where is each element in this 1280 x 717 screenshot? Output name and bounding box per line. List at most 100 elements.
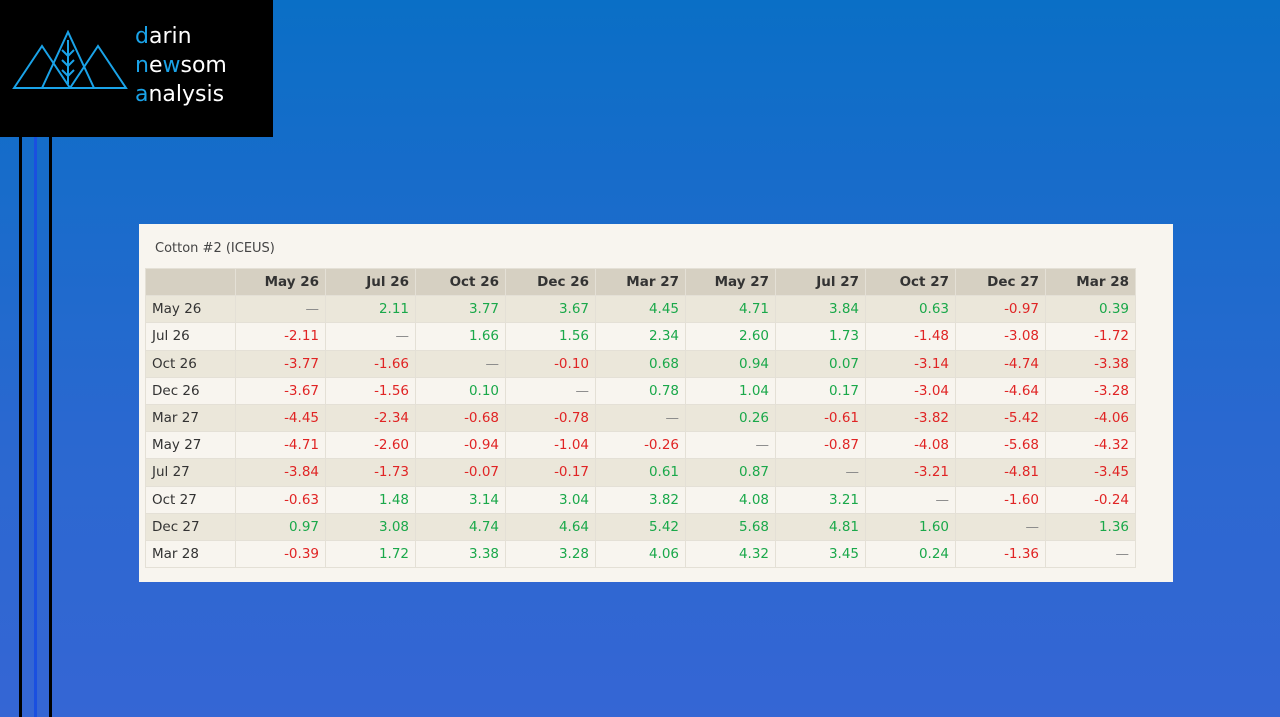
column-header: Oct 27 <box>865 267 956 297</box>
cell: -0.26 <box>595 431 686 460</box>
cell: 0.97 <box>235 512 326 541</box>
column-header: May 27 <box>685 267 776 297</box>
cell: 1.72 <box>325 539 416 569</box>
cell: — <box>505 376 596 405</box>
cell: -3.84 <box>235 458 326 487</box>
cell: 1.60 <box>865 512 956 541</box>
column-header: Jul 26 <box>325 267 416 297</box>
cell: 0.17 <box>775 376 866 405</box>
column-header: Dec 26 <box>505 267 596 297</box>
cell: -0.24 <box>1045 485 1136 514</box>
cell: 0.68 <box>595 349 686 378</box>
row-header: Dec 26 <box>145 376 236 405</box>
table-row: Jul 27 -3.84 -1.73 -0.07 -0.17 0.61 0.87— -3.21… <box>145 458 1136 487</box>
cell: -5.42 <box>955 403 1046 433</box>
cell: -3.08 <box>955 322 1046 351</box>
cell: 4.06 <box>595 539 686 569</box>
cell: 1.36 <box>1045 512 1136 541</box>
spread-table: May 26 Jul 26 Oct 26 Dec 26 Mar 27 May 27 Jul … <box>145 267 1136 569</box>
cell: -4.74 <box>955 349 1046 378</box>
header-row: May 26 Jul 26 Oct 26 Dec 26 Mar 27 May 27 Jul … <box>145 267 1136 297</box>
cell: 0.10 <box>415 376 506 405</box>
table-title: Cotton #2 (ICEUS) <box>155 241 275 256</box>
cell: 4.45 <box>595 295 686 324</box>
row-header: Oct 26 <box>145 349 236 378</box>
cell: 1.48 <box>325 485 416 514</box>
row-header: Jul 26 <box>145 322 236 351</box>
cell: — <box>775 458 866 487</box>
column-header: Jul 27 <box>775 267 866 297</box>
cell: -4.81 <box>955 458 1046 487</box>
cell: -4.08 <box>865 431 956 460</box>
cell: -0.17 <box>505 458 596 487</box>
column-header: May 26 <box>235 267 326 297</box>
decor-line <box>34 137 37 717</box>
cell: -0.78 <box>505 403 596 433</box>
cell: -3.67 <box>235 376 326 405</box>
cell: -3.28 <box>1045 376 1136 405</box>
logo-part: n <box>135 53 149 78</box>
cell: 3.82 <box>595 485 686 514</box>
row-header: Mar 28 <box>145 539 236 569</box>
cell: -0.68 <box>415 403 506 433</box>
cell: 3.28 <box>505 539 596 569</box>
logo-part: w <box>162 53 181 78</box>
cell: 3.21 <box>775 485 866 514</box>
cell: -4.06 <box>1045 403 1136 433</box>
cell: -0.61 <box>775 403 866 433</box>
cell: -3.14 <box>865 349 956 378</box>
logo-part: a <box>135 82 149 107</box>
cell: -2.60 <box>325 431 416 460</box>
cell: 0.78 <box>595 376 686 405</box>
cell: -1.66 <box>325 349 416 378</box>
cell: 3.84 <box>775 295 866 324</box>
cell: 3.77 <box>415 295 506 324</box>
cell: 3.14 <box>415 485 506 514</box>
table-row: May 26—2.11 3.77 3.67 4.45 4.71 3.84 0.63 -0.97… <box>145 295 1136 324</box>
cell: 4.64 <box>505 512 596 541</box>
logo-line: analysis <box>135 80 227 109</box>
cell: -1.48 <box>865 322 956 351</box>
cell: -0.63 <box>235 485 326 514</box>
cell: -3.38 <box>1045 349 1136 378</box>
logo-part: d <box>135 24 149 49</box>
row-header: Oct 27 <box>145 485 236 514</box>
cell: 1.56 <box>505 322 596 351</box>
cell: -1.56 <box>325 376 416 405</box>
cell: -3.21 <box>865 458 956 487</box>
cell: -0.97 <box>955 295 1046 324</box>
cell: 4.71 <box>685 295 776 324</box>
table-row: Oct 26 -3.77 -1.66— -0.10 0.68 0.94 0.07 -3.14-… <box>145 349 1136 378</box>
logo: darin newsom analysis <box>0 0 273 137</box>
cell: -1.72 <box>1045 322 1136 351</box>
decor-line <box>19 137 22 717</box>
cell: 4.81 <box>775 512 866 541</box>
cell: 1.66 <box>415 322 506 351</box>
row-header: May 26 <box>145 295 236 324</box>
logo-part: e <box>148 53 163 78</box>
cell: -2.34 <box>325 403 416 433</box>
cell: -0.87 <box>775 431 866 460</box>
table-row: Mar 28 -0.39 1.72 3.38 3.28 4.06 4.32 3.45 0.24-… <box>145 539 1136 569</box>
cell: — <box>415 349 506 378</box>
cell: -3.04 <box>865 376 956 405</box>
column-header <box>145 267 236 297</box>
cell: -0.39 <box>235 539 326 569</box>
column-header: Dec 27 <box>955 267 1046 297</box>
cell: 4.32 <box>685 539 776 569</box>
table-row: May 27 -4.71 -2.60 -0.94 -1.04 -0.26— -0.87 -4.… <box>145 431 1136 460</box>
table-row: Oct 27 -0.63 1.48 3.14 3.04 3.82 4.08 3.21— -1.6… <box>145 485 1136 514</box>
cell: -2.11 <box>235 322 326 351</box>
row-header: Dec 27 <box>145 512 236 541</box>
cell: — <box>685 431 776 460</box>
logo-text: darin newsom analysis <box>135 22 227 109</box>
cell: -1.60 <box>955 485 1046 514</box>
cell: -1.73 <box>325 458 416 487</box>
cell: 3.04 <box>505 485 596 514</box>
logo-part: nalysis <box>148 82 225 107</box>
logo-part: arin <box>148 24 192 49</box>
column-header: Mar 28 <box>1045 267 1136 297</box>
cell: -4.64 <box>955 376 1046 405</box>
cell: -3.82 <box>865 403 956 433</box>
